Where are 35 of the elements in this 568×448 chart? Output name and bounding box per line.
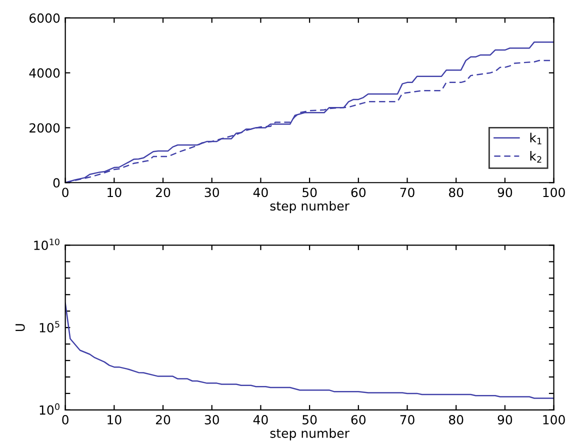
x-tick-label: 30 bbox=[204, 188, 219, 198]
x-axis-title: step number bbox=[270, 428, 350, 440]
legend-label: k$_{1}$ bbox=[530, 132, 542, 144]
x-tick-label: 60 bbox=[351, 188, 366, 198]
x-tick-label: 20 bbox=[156, 415, 170, 424]
y-tick-label: 4000 bbox=[29, 68, 60, 78]
legend-label: k$_{2}$ bbox=[530, 151, 542, 163]
x-tick-label: 100 bbox=[543, 415, 565, 424]
x-tick-label: 0 bbox=[62, 415, 68, 424]
x-tick-label: 10 bbox=[108, 188, 122, 198]
x-tick-label: 90 bbox=[498, 188, 512, 198]
x-tick-label: 70 bbox=[400, 415, 414, 424]
x-tick-label: 40 bbox=[253, 188, 268, 198]
line-series bbox=[65, 302, 554, 399]
x-tick-label: 40 bbox=[253, 415, 268, 424]
x-tick-label: 30 bbox=[204, 415, 219, 424]
y-tick-label: 10$^{0}$ bbox=[40, 403, 60, 415]
y-tick-label: 10$^{10}$ bbox=[34, 238, 60, 250]
x-tick-label: 60 bbox=[351, 415, 366, 424]
x-axis-title: step number bbox=[270, 200, 350, 214]
y-axis-title: U bbox=[16, 324, 25, 332]
x-tick-label: 80 bbox=[449, 188, 464, 198]
x-tick-label: 10 bbox=[108, 415, 122, 424]
x-tick-label: 70 bbox=[400, 188, 414, 198]
y-tick-label: 10$^{5}$ bbox=[40, 321, 60, 332]
y-tick-label: 0 bbox=[53, 178, 60, 188]
x-tick-label: 90 bbox=[498, 415, 512, 424]
x-tick-label: 50 bbox=[302, 188, 317, 198]
x-tick-label: 20 bbox=[156, 188, 170, 198]
x-tick-label: 100 bbox=[543, 188, 565, 198]
y-tick-label: 6000 bbox=[30, 13, 60, 23]
y-tick-label: 2000 bbox=[30, 123, 60, 133]
x-tick-label: 80 bbox=[449, 415, 464, 424]
x-tick-label: 0 bbox=[62, 188, 68, 198]
x-tick-label: 50 bbox=[302, 415, 317, 424]
